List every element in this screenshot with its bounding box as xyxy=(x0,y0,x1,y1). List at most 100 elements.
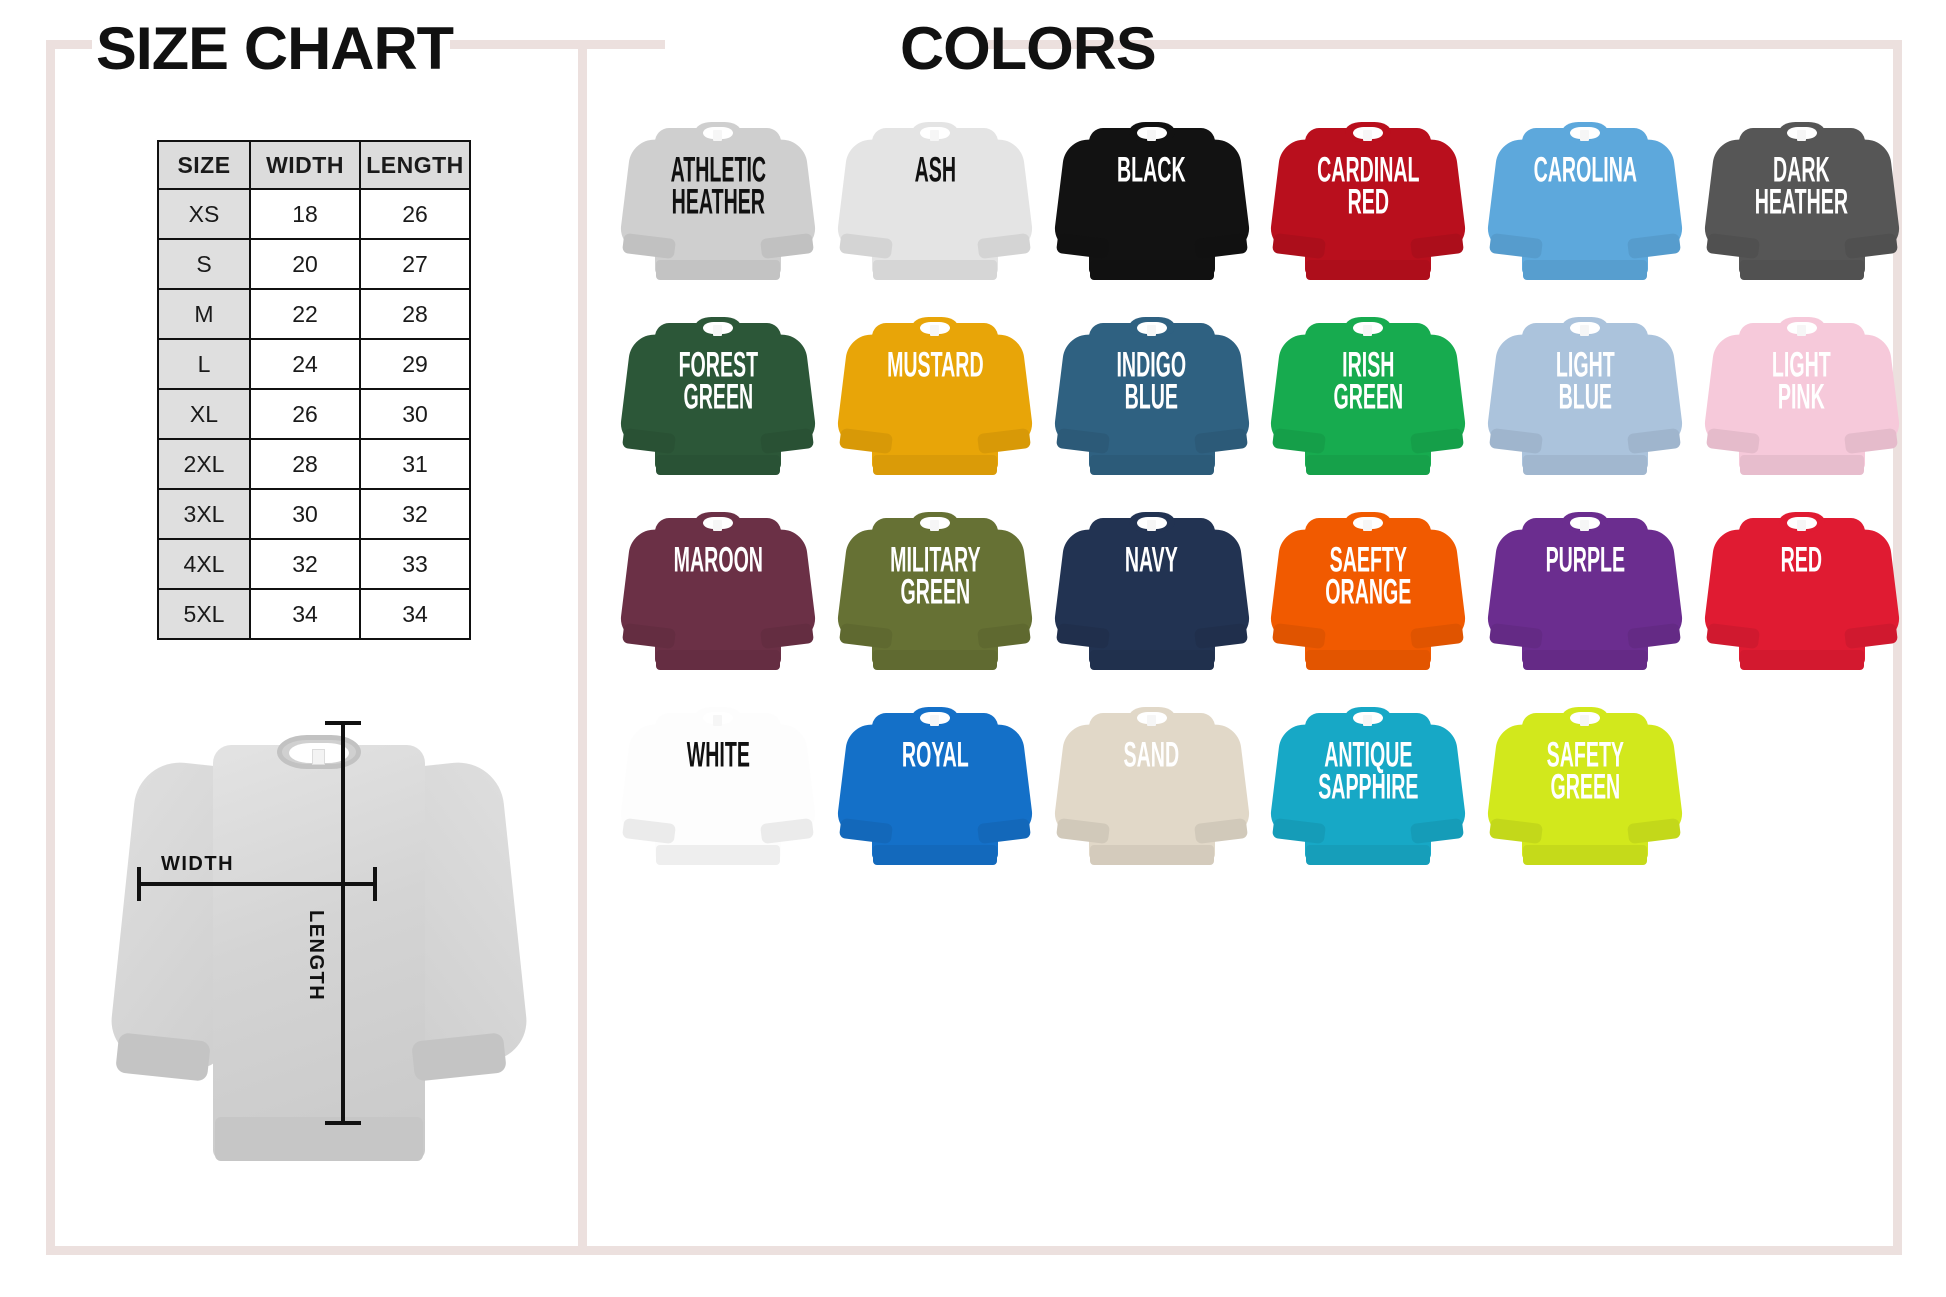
color-swatch[interactable]: ANTIQUE SAPPHIRE xyxy=(1260,685,1477,880)
color-name-label: LIGHT BLUE xyxy=(1555,345,1615,416)
color-name-label: CARDINAL RED xyxy=(1317,150,1420,221)
color-swatch[interactable]: CAROLINA xyxy=(1477,100,1694,295)
sweatshirt-hem xyxy=(872,455,997,475)
diagram-cuff-left xyxy=(115,1032,211,1082)
color-swatch[interactable]: DARK HEATHER xyxy=(1693,100,1910,295)
sweatshirt-body xyxy=(1305,323,1432,471)
color-swatch[interactable]: INDIGO BLUE xyxy=(1043,295,1260,490)
sweatshirt-hem xyxy=(656,845,781,865)
color-name-label: SAFETY GREEN xyxy=(1546,735,1624,806)
length-measure-cap-bottom xyxy=(325,1121,361,1125)
length-measure-line xyxy=(341,721,345,1125)
sweatshirt-neck-tag xyxy=(1796,325,1806,336)
color-name-label: NAVY xyxy=(1125,540,1179,579)
cell-width: 28 xyxy=(249,438,361,490)
sweatshirt-hem xyxy=(1089,650,1214,670)
sweatshirt-hem xyxy=(1522,650,1647,670)
sweatshirt-body xyxy=(1521,518,1648,666)
sweatshirt-body xyxy=(1738,323,1865,471)
border-frame-right xyxy=(1893,40,1902,1255)
sweatshirt-hem xyxy=(1306,455,1431,475)
sweatshirt-icon xyxy=(1268,699,1468,865)
color-swatch[interactable]: PURPLE xyxy=(1477,490,1694,685)
sweatshirt-body xyxy=(1305,128,1432,276)
color-swatch[interactable]: IRISH GREEN xyxy=(1260,295,1477,490)
colors-title: COLORS xyxy=(900,15,1157,82)
column-header-width: WIDTH xyxy=(249,140,361,190)
color-name-label: LIGHT PINK xyxy=(1772,345,1832,416)
table-row: S 20 27 xyxy=(157,238,471,290)
width-measure-cap-right xyxy=(373,867,377,901)
cell-size: L xyxy=(157,338,251,390)
sweatshirt-hem xyxy=(1522,260,1647,280)
cell-size: 4XL xyxy=(157,538,251,590)
sweatshirt-hem xyxy=(872,650,997,670)
sweatshirt-neck-tag xyxy=(1363,520,1373,531)
sweatshirt-icon xyxy=(1268,309,1468,475)
width-measure-cap-left xyxy=(137,867,141,901)
size-chart-table: SIZE WIDTH LENGTH XS 18 26 S 20 27 M 22 28 L 24 29 X… xyxy=(157,140,471,640)
cell-width: 30 xyxy=(249,488,361,540)
sweatshirt-neck-tag xyxy=(1579,325,1589,336)
diagram-neck-tag xyxy=(312,749,325,765)
sweatshirt-icon xyxy=(835,699,1035,865)
sweatshirt-neck-tag xyxy=(1796,520,1806,531)
color-swatch[interactable]: CARDINAL RED xyxy=(1260,100,1477,295)
color-swatch[interactable]: LIGHT BLUE xyxy=(1477,295,1694,490)
color-swatch[interactable]: SAND xyxy=(1043,685,1260,880)
border-frame-top-right xyxy=(985,40,1902,49)
color-name-label: DARK HEATHER xyxy=(1755,150,1849,221)
sweatshirt-hem xyxy=(1089,455,1214,475)
sweatshirt-body xyxy=(655,713,782,861)
sweatshirt-body xyxy=(1088,518,1215,666)
color-swatch[interactable]: SAEFTY ORANGE xyxy=(1260,490,1477,685)
diagram-body xyxy=(213,745,425,1160)
sweatshirt-body xyxy=(871,323,998,471)
sweatshirt-neck-tag xyxy=(1579,130,1589,141)
color-swatch[interactable]: MUSTARD xyxy=(827,295,1044,490)
table-row: 2XL 28 31 xyxy=(157,438,471,490)
table-row: M 22 28 xyxy=(157,288,471,340)
cell-length: 32 xyxy=(359,488,471,540)
table-row: 5XL 34 34 xyxy=(157,588,471,640)
sweatshirt-icon xyxy=(1702,504,1902,670)
cell-width: 26 xyxy=(249,388,361,440)
sweatshirt-body xyxy=(1521,128,1648,276)
color-swatch[interactable]: LIGHT PINK xyxy=(1693,295,1910,490)
color-name-label: FOREST GREEN xyxy=(678,345,759,416)
sweatshirt-hem xyxy=(656,260,781,280)
sweatshirt-neck-tag xyxy=(1146,715,1156,726)
sweatshirt-neck-tag xyxy=(929,715,939,726)
color-swatch[interactable]: NAVY xyxy=(1043,490,1260,685)
sweatshirt-icon xyxy=(618,309,818,475)
width-measure-line xyxy=(137,882,377,886)
table-row: XL 26 30 xyxy=(157,388,471,440)
color-swatch[interactable]: FOREST GREEN xyxy=(610,295,827,490)
cell-size: S xyxy=(157,238,251,290)
sweatshirt-body xyxy=(871,518,998,666)
cell-length: 29 xyxy=(359,338,471,390)
cell-width: 24 xyxy=(249,338,361,390)
sweatshirt-body xyxy=(871,128,998,276)
sweatshirt-hem xyxy=(1522,845,1647,865)
sweatshirt-icon xyxy=(1485,699,1685,865)
color-swatch[interactable]: WHITE xyxy=(610,685,827,880)
cell-size: XS xyxy=(157,188,251,240)
color-swatch[interactable]: MILITARY GREEN xyxy=(827,490,1044,685)
cell-width: 34 xyxy=(249,588,361,640)
color-swatch[interactable]: MAROON xyxy=(610,490,827,685)
color-name-label: WHITE xyxy=(686,735,750,774)
color-name-label: RED xyxy=(1780,540,1823,579)
color-swatch[interactable]: ASH xyxy=(827,100,1044,295)
color-swatch[interactable]: BLACK xyxy=(1043,100,1260,295)
color-swatch[interactable]: ATHLETIC HEATHER xyxy=(610,100,827,295)
border-frame-bottom xyxy=(46,1246,1902,1255)
color-swatch[interactable]: SAFETY GREEN xyxy=(1477,685,1694,880)
cell-length: 26 xyxy=(359,188,471,240)
sweatshirt-neck-tag xyxy=(713,325,723,336)
color-swatch[interactable]: ROYAL xyxy=(827,685,1044,880)
color-swatch[interactable]: RED xyxy=(1693,490,1910,685)
sweatshirt-body xyxy=(655,323,782,471)
sweatshirt-icon xyxy=(1052,504,1252,670)
